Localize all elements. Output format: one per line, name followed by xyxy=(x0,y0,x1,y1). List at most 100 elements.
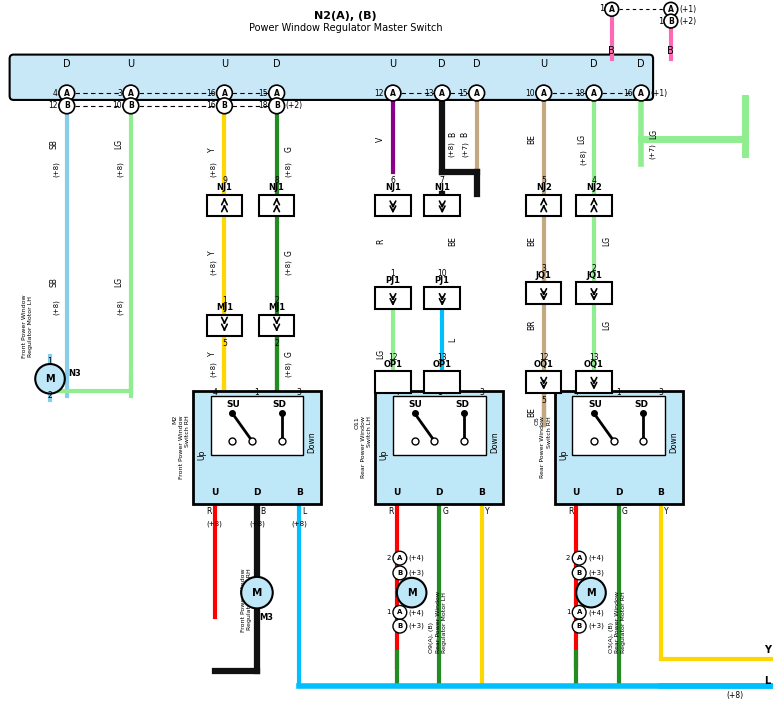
Text: D: D xyxy=(473,60,481,69)
Text: (+7): (+7) xyxy=(649,143,656,159)
Text: Y: Y xyxy=(207,147,217,152)
Text: U: U xyxy=(221,60,228,69)
Text: SU: SU xyxy=(588,400,602,409)
Text: Up: Up xyxy=(379,449,389,460)
Text: N2(A), (B): N2(A), (B) xyxy=(315,11,377,21)
Circle shape xyxy=(393,619,407,633)
Text: BE: BE xyxy=(448,236,457,246)
Text: BR: BR xyxy=(602,407,611,418)
Bar xyxy=(206,194,242,216)
Text: (+1): (+1) xyxy=(680,5,697,14)
Circle shape xyxy=(217,85,232,101)
Bar xyxy=(526,194,562,216)
Text: Y: Y xyxy=(764,645,771,655)
Text: 4: 4 xyxy=(591,176,597,185)
Text: 16: 16 xyxy=(622,88,633,98)
Text: D: D xyxy=(590,60,597,69)
Text: A: A xyxy=(591,88,597,98)
Text: NJ2: NJ2 xyxy=(586,183,602,192)
Text: 3: 3 xyxy=(117,88,122,98)
Text: PJ1: PJ1 xyxy=(386,276,400,285)
Text: B: B xyxy=(221,101,227,110)
Text: MJ1: MJ1 xyxy=(216,303,233,312)
Text: O5
Rear Power Window
Switch RH: O5 Rear Power Window Switch RH xyxy=(534,416,552,478)
Text: 1: 1 xyxy=(222,296,227,305)
Text: LG: LG xyxy=(376,349,385,359)
Bar xyxy=(259,194,294,216)
Text: 3: 3 xyxy=(297,388,301,397)
Text: D: D xyxy=(63,60,71,69)
Text: B: B xyxy=(64,101,69,110)
Text: 3: 3 xyxy=(479,388,484,397)
Text: D: D xyxy=(615,488,622,496)
Text: 2: 2 xyxy=(274,296,279,305)
Text: A: A xyxy=(397,555,403,561)
Text: (+7): (+7) xyxy=(462,141,469,157)
Text: 2: 2 xyxy=(48,391,52,400)
Circle shape xyxy=(536,85,552,101)
Text: 9: 9 xyxy=(222,176,227,185)
Circle shape xyxy=(573,619,586,633)
Bar xyxy=(375,287,411,309)
Text: U: U xyxy=(211,488,218,496)
Bar xyxy=(259,314,294,336)
Text: B: B xyxy=(273,101,280,110)
Text: 1: 1 xyxy=(616,388,621,397)
Text: 12: 12 xyxy=(388,352,398,362)
Text: 10: 10 xyxy=(437,269,447,278)
Text: O9(A), (B)
Rear Power Window
Regulator Motor LH: O9(A), (B) Rear Power Window Regulator M… xyxy=(429,591,447,653)
Text: A: A xyxy=(474,88,480,98)
Text: 13: 13 xyxy=(599,4,610,13)
Bar xyxy=(210,395,303,455)
Bar xyxy=(375,371,411,392)
Circle shape xyxy=(469,85,485,101)
Text: M2
Front Power Window
Switch RH: M2 Front Power Window Switch RH xyxy=(173,415,190,479)
Text: V: V xyxy=(376,137,385,142)
Text: A: A xyxy=(390,88,396,98)
Text: G: G xyxy=(284,146,294,152)
Text: 4: 4 xyxy=(53,88,58,98)
Text: B: B xyxy=(260,508,265,517)
Text: 12: 12 xyxy=(539,352,548,362)
Bar xyxy=(425,194,460,216)
Bar xyxy=(555,390,682,504)
Text: LG: LG xyxy=(602,236,611,246)
Text: (+2): (+2) xyxy=(286,101,303,110)
Text: SB: SB xyxy=(50,139,59,150)
Text: Front Power Window
Regulator Motor LH: Front Power Window Regulator Motor LH xyxy=(22,295,33,359)
Bar xyxy=(425,371,460,392)
Text: L: L xyxy=(302,508,307,517)
Text: 5: 5 xyxy=(222,339,227,348)
Text: Up: Up xyxy=(197,449,206,460)
Bar xyxy=(526,282,562,304)
Text: B: B xyxy=(128,101,134,110)
Text: 1: 1 xyxy=(437,388,442,397)
Circle shape xyxy=(393,566,407,580)
Text: 16: 16 xyxy=(206,101,216,110)
Text: 2: 2 xyxy=(566,555,570,561)
Text: (+8): (+8) xyxy=(116,161,123,177)
Text: A: A xyxy=(668,5,674,14)
Text: D: D xyxy=(253,488,261,496)
Text: NJ1: NJ1 xyxy=(269,183,284,192)
Circle shape xyxy=(269,98,284,114)
Text: BR: BR xyxy=(448,398,457,409)
Text: OP1: OP1 xyxy=(383,359,403,369)
Bar xyxy=(393,395,485,455)
Text: (+8): (+8) xyxy=(284,161,291,177)
Text: Front Power Window
Regulator Motor RH: Front Power Window Regulator Motor RH xyxy=(241,569,252,633)
Circle shape xyxy=(573,605,586,619)
Text: LG: LG xyxy=(114,139,123,150)
Text: B: B xyxy=(608,46,615,55)
Text: 5: 5 xyxy=(541,176,546,185)
Circle shape xyxy=(573,551,586,565)
Text: 8: 8 xyxy=(274,176,279,185)
Text: (+8): (+8) xyxy=(52,161,59,177)
Bar xyxy=(576,194,612,216)
Text: M: M xyxy=(252,588,263,597)
Text: U: U xyxy=(390,60,397,69)
Text: (+4): (+4) xyxy=(409,609,425,616)
Text: 15: 15 xyxy=(258,88,268,98)
Circle shape xyxy=(435,85,450,101)
Text: D: D xyxy=(435,488,443,496)
